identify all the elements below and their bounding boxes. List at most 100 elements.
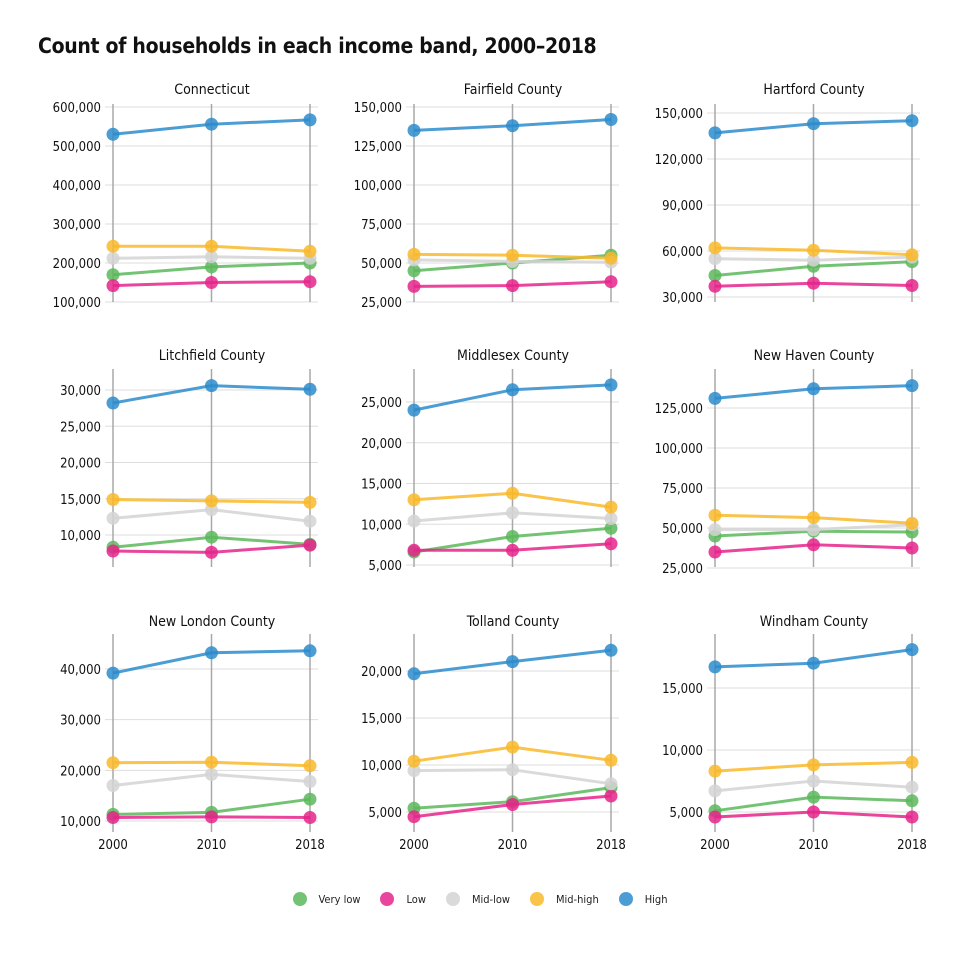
data-point	[905, 780, 919, 794]
y-tick-label: 5,000	[369, 559, 402, 574]
legend-label: High	[644, 892, 668, 906]
y-tick-label: 5,000	[670, 806, 703, 821]
y-tick-label: 400,000	[53, 179, 101, 194]
panel-title: Connecticut	[174, 82, 249, 98]
legend-label: Very low	[318, 892, 361, 906]
y-tick-label: 600,000	[53, 101, 101, 116]
data-point	[303, 514, 317, 528]
data-point	[506, 740, 519, 754]
x-tick-label: 2018	[295, 838, 325, 853]
y-tick-label: 25,000	[662, 562, 703, 577]
data-point	[604, 378, 618, 392]
legend-item: Mid-high	[529, 892, 599, 906]
data-point	[506, 655, 519, 669]
y-tick-label: 125,000	[655, 402, 703, 417]
data-point	[205, 530, 218, 544]
data-point	[905, 541, 919, 555]
data-point	[205, 755, 218, 769]
data-point	[905, 755, 919, 769]
data-point	[807, 805, 820, 819]
panel-tolland-county: 5,000 10,000 15,000 20,000 Tolland County 200…	[361, 614, 626, 853]
data-point	[407, 264, 421, 278]
data-point	[905, 114, 919, 128]
data-point	[106, 279, 120, 293]
y-tick-label: 100,000	[655, 442, 703, 457]
data-point	[407, 247, 421, 261]
data-point	[303, 244, 317, 258]
data-point	[604, 512, 618, 525]
panel-middlesex-county: 5,000 10,000 15,000 20,000 25,000 Middlesex C…	[361, 348, 619, 574]
data-point	[604, 251, 618, 265]
y-tick-label: 25,000	[60, 420, 101, 435]
y-tick-label: 15,000	[361, 478, 402, 493]
y-tick-label: 30,000	[60, 714, 101, 729]
data-point	[905, 279, 919, 292]
data-point	[106, 396, 120, 410]
data-point	[407, 493, 421, 507]
x-tick-label: 2000	[700, 838, 730, 853]
data-point	[407, 543, 421, 557]
data-point	[708, 126, 722, 140]
y-tick-label: 40,000	[60, 663, 101, 678]
panel-hartford-county: 30,000 60,000 90,000 120,000 150,000 Hartford…	[655, 82, 920, 306]
y-tick-label: 15,000	[60, 493, 101, 508]
y-tick-label: 120,000	[655, 153, 703, 168]
y-tick-label: 20,000	[361, 437, 402, 452]
data-point	[807, 523, 820, 537]
legend-swatch	[292, 892, 307, 906]
data-point	[303, 811, 317, 824]
data-point	[604, 521, 618, 535]
panel-fairfield-county: 25,000 50,000 75,000 100,000 125,000 150,000 F…	[354, 82, 619, 311]
data-point	[604, 777, 618, 791]
data-point	[506, 506, 519, 520]
legend-label: Low	[406, 892, 426, 906]
data-point	[708, 241, 722, 255]
data-point	[303, 792, 317, 806]
y-tick-label: 25,000	[361, 296, 402, 311]
legend-item: Very low	[292, 892, 361, 906]
data-point	[708, 279, 722, 293]
panel-windham-county: 5,000 10,000 15,000 Windham County 2000 2010 2…	[662, 614, 927, 853]
y-tick-label: 15,000	[662, 682, 703, 697]
x-tick-label: 2010	[799, 838, 829, 853]
legend-swatch	[618, 892, 633, 906]
legend-item: Low	[380, 892, 426, 906]
data-point	[106, 511, 120, 525]
data-point	[905, 643, 919, 657]
data-point	[708, 523, 722, 537]
y-tick-label: 200,000	[53, 257, 101, 272]
data-point	[205, 810, 218, 824]
x-tick-label: 2010	[498, 838, 528, 853]
panel-title: Hartford County	[763, 82, 865, 98]
data-point	[205, 646, 218, 660]
x-tick-label: 2018	[897, 838, 927, 853]
data-point	[106, 544, 120, 558]
y-tick-label: 90,000	[662, 199, 703, 214]
y-tick-label: 100,000	[354, 179, 402, 194]
legend-item: Mid-low	[445, 892, 510, 906]
chart-title: Count of households in each income band,…	[38, 34, 597, 58]
y-tick-label: 10,000	[361, 759, 402, 774]
data-point	[604, 537, 618, 551]
y-tick-label: 500,000	[53, 140, 101, 155]
y-tick-label: 125,000	[354, 140, 402, 155]
y-tick-label: 10,000	[60, 815, 101, 830]
x-tick-label: 2000	[98, 838, 128, 853]
data-point	[407, 403, 421, 417]
data-point	[506, 119, 519, 133]
data-point	[708, 269, 722, 282]
data-point	[506, 763, 519, 777]
data-point	[708, 391, 722, 405]
data-point	[407, 279, 421, 293]
legend: Very low Low Mid-low Mid-high High	[0, 892, 960, 906]
data-point	[807, 511, 820, 525]
legend-label: Mid-low	[471, 892, 510, 906]
data-point	[303, 759, 317, 773]
data-point	[106, 127, 120, 141]
y-tick-label: 75,000	[361, 218, 402, 233]
panel-title: Litchfield County	[159, 348, 266, 364]
data-point	[807, 538, 820, 552]
data-point	[407, 810, 421, 824]
data-point	[106, 666, 120, 680]
